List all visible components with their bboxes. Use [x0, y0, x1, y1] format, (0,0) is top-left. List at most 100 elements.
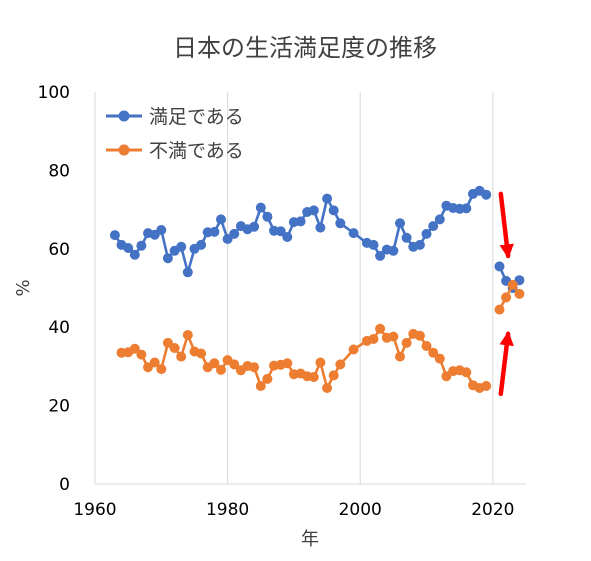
data-point: [123, 243, 134, 253]
data-point: [434, 214, 445, 225]
data-point: [368, 239, 379, 250]
data-point: [481, 381, 492, 391]
data-point: [295, 216, 306, 227]
x-tick-label: 2020: [471, 500, 514, 520]
y-tick-label: 40: [48, 318, 70, 338]
data-point: [461, 367, 472, 378]
chart-title: 日本の生活満足度の推移: [173, 34, 437, 62]
data-point: [507, 279, 518, 290]
x-axis-ticks: 1960 1980 2000 2020: [73, 500, 514, 520]
data-point: [315, 357, 326, 368]
data-point: [162, 253, 173, 264]
legend-marker-satisfied: [118, 110, 130, 122]
data-point: [249, 221, 260, 232]
data-point: [129, 249, 140, 260]
x-tick-label: 1980: [206, 500, 249, 520]
data-point: [282, 358, 293, 369]
y-tick-label: 0: [59, 475, 70, 495]
data-point: [421, 228, 432, 239]
data-point: [401, 337, 412, 348]
grid-lines: [227, 92, 494, 484]
data-point: [414, 330, 425, 341]
data-point: [494, 304, 505, 315]
series-line: [498, 283, 521, 311]
data-point: [229, 228, 240, 239]
y-axis-label: %: [13, 279, 34, 296]
data-point: [308, 205, 319, 216]
legend-label-dissatisfied: 不満である: [149, 140, 244, 162]
y-tick-label: 80: [48, 161, 70, 181]
data-point: [255, 202, 266, 213]
series-satisfied: [109, 185, 525, 293]
data-point: [315, 222, 326, 233]
data-point: [335, 218, 346, 229]
data-point: [136, 240, 147, 251]
data-point: [348, 228, 359, 239]
data-point: [209, 226, 220, 237]
data-point: [421, 341, 432, 351]
y-tick-label: 100: [38, 83, 70, 103]
data-point: [282, 232, 293, 242]
data-point: [501, 292, 512, 303]
legend-label-satisfied: 満足である: [149, 106, 244, 128]
data-point: [308, 372, 319, 382]
legend: 満足である 不満である: [106, 106, 244, 162]
data-point: [395, 351, 405, 362]
data-point: [255, 381, 266, 391]
data-point: [182, 267, 193, 278]
data-point: [395, 218, 405, 229]
data-point: [368, 334, 379, 344]
data-point: [156, 225, 167, 235]
data-point: [514, 288, 525, 299]
data-point: [494, 261, 505, 272]
data-point: [335, 359, 346, 370]
data-point: [414, 239, 425, 250]
x-tick-label: 1960: [73, 500, 116, 520]
data-point: [262, 211, 273, 222]
annotation-arrow-up: [498, 331, 514, 397]
x-tick-label: 2000: [339, 500, 382, 520]
x-axis-label: 年: [301, 529, 319, 550]
data-point: [348, 344, 359, 355]
legend-entry-satisfied: 満足である: [106, 106, 244, 128]
data-point: [129, 343, 140, 354]
data-point: [388, 331, 399, 342]
data-point: [375, 250, 386, 261]
data-point: [136, 349, 147, 360]
data-point: [196, 239, 207, 250]
data-point: [182, 330, 193, 340]
data-point: [328, 205, 339, 216]
data-point: [149, 357, 160, 368]
data-point: [169, 343, 180, 353]
data-point: [375, 323, 386, 334]
data-point: [156, 364, 167, 375]
y-tick-label: 60: [48, 240, 70, 260]
data-point: [428, 347, 439, 358]
data-point: [434, 353, 445, 364]
data-point: [216, 364, 226, 375]
legend-entry-dissatisfied: 不満である: [106, 140, 244, 162]
legend-marker-dissatisfied: [118, 144, 130, 156]
annotation-layer: [498, 191, 514, 397]
data-point: [262, 373, 273, 384]
series-layer: [109, 185, 525, 393]
data-point: [461, 203, 472, 214]
data-point: [401, 232, 412, 243]
y-tick-label: 20: [48, 397, 70, 417]
data-point: [428, 221, 439, 232]
data-point: [216, 214, 226, 225]
data-point: [196, 348, 207, 359]
data-point: [322, 383, 333, 393]
data-point: [209, 358, 220, 369]
data-point: [109, 230, 120, 241]
data-point: [176, 241, 187, 252]
data-point: [481, 189, 492, 200]
annotation-arrow-down: [498, 191, 514, 259]
data-point: [328, 370, 339, 381]
data-point: [249, 362, 260, 373]
data-point: [275, 226, 286, 237]
data-point: [229, 359, 240, 370]
y-axis-ticks: 0 20 40 60 80 100: [38, 83, 70, 495]
data-point: [176, 351, 187, 362]
